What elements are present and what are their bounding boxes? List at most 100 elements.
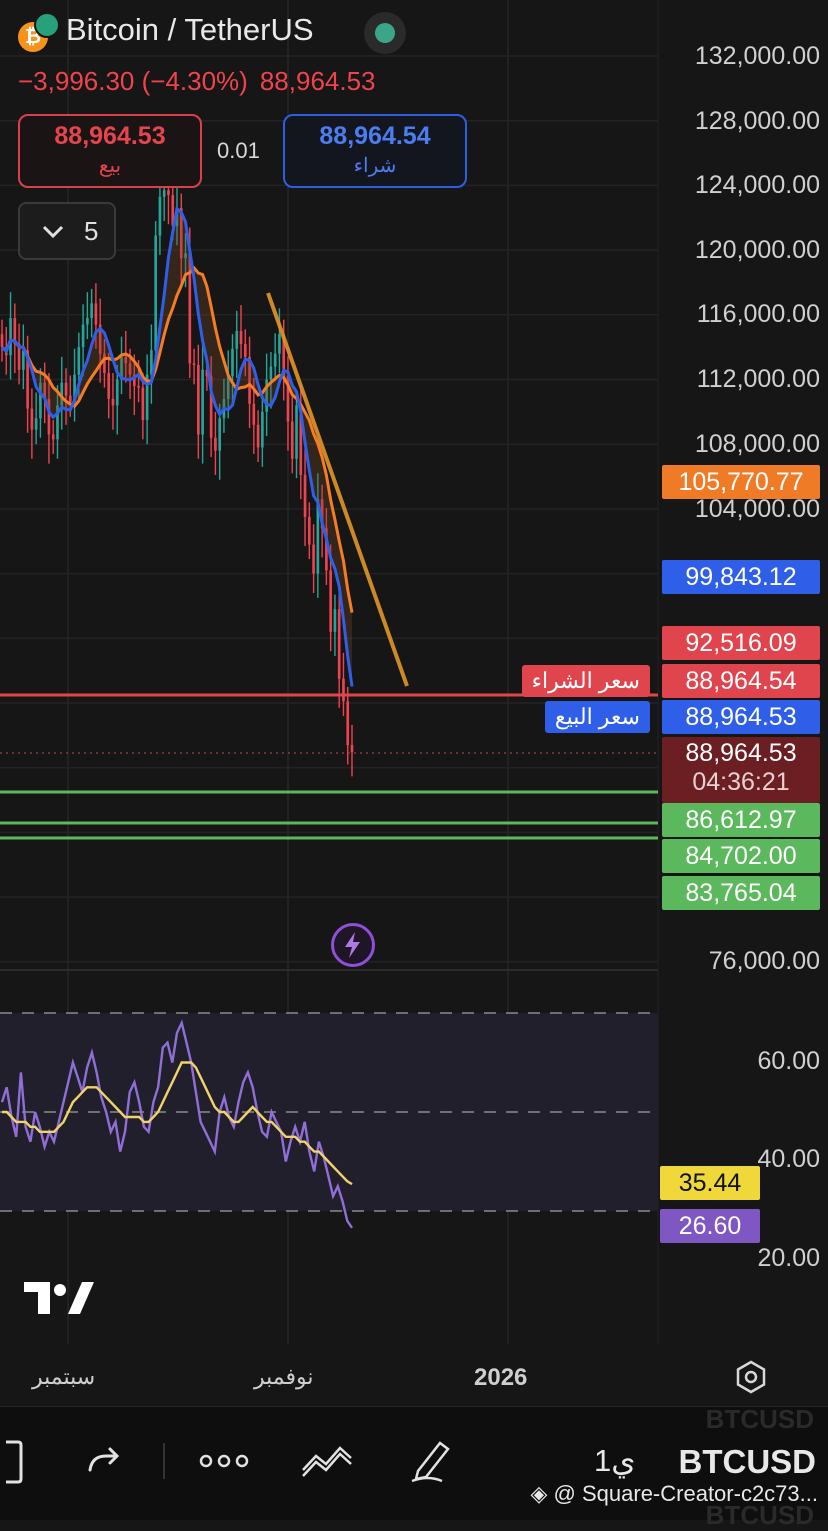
- sell-price: 88,964.53: [54, 122, 166, 150]
- candle-body: [47, 398, 51, 435]
- candle-body: [115, 379, 119, 406]
- timeframe-button[interactable]: 1ي: [594, 1443, 636, 1478]
- candle-body: [248, 356, 251, 404]
- candle-body: [0, 334, 4, 348]
- candle-body: [9, 318, 12, 356]
- lightning-icon[interactable]: [331, 923, 375, 967]
- symbol-button[interactable]: BTCUSD: [678, 1443, 817, 1480]
- candle-body: [43, 382, 47, 399]
- chevron-down-icon: [40, 218, 66, 251]
- candle-body: [282, 334, 286, 377]
- time-axis-label: سبتمبر: [32, 1364, 96, 1389]
- candle-body: [337, 609, 341, 679]
- candle-body: [239, 330, 243, 344]
- buy-line-tag: 88,964.54: [662, 664, 820, 698]
- price-axis-label: 108,000.00: [694, 430, 820, 458]
- indicator-count-toggle[interactable]: 5: [18, 202, 116, 260]
- buy-price-line-label: سعر الشراء: [521, 665, 650, 697]
- candle-body: [17, 343, 21, 370]
- sell-line-tag: 88,964.53: [662, 700, 820, 734]
- ma-long-tag: 105,770.77: [662, 465, 820, 499]
- price-axis-label: 112,000.00: [696, 365, 820, 393]
- high-line-tag: 92,516.09: [662, 626, 820, 660]
- candle-body: [295, 405, 298, 459]
- candle-body: [81, 324, 85, 348]
- candle-body: [30, 408, 34, 430]
- symbol-watermark: BTCUSD: [705, 1404, 814, 1434]
- candle-body: [150, 350, 153, 375]
- symbol-title[interactable]: Bitcoin / TetherUS: [66, 12, 314, 47]
- candle-body: [312, 544, 315, 574]
- candle-body: [218, 418, 222, 451]
- rsi-value-tag: 26.60: [660, 1209, 760, 1243]
- candle-body: [290, 421, 294, 459]
- price-axis-label: 76,000.00: [708, 947, 820, 975]
- candle-body: [132, 374, 136, 386]
- draw-pencil-icon[interactable]: [408, 1437, 456, 1488]
- price-axis-label: 104,000.00: [694, 495, 820, 523]
- ma-long-line: [0, 265, 354, 613]
- sell-button[interactable]: 88,964.53 بيع: [18, 114, 202, 188]
- candle-body: [141, 387, 145, 420]
- candle-body: [252, 403, 256, 425]
- market-open-dot-icon: [364, 12, 406, 54]
- rsi-ma-tag: 35.44: [660, 1166, 760, 1200]
- candle-body: [137, 385, 140, 388]
- candle-body: [86, 318, 89, 325]
- candle-body: [68, 395, 72, 403]
- candle-body: [256, 424, 260, 448]
- bar-countdown: 04:36:21: [692, 768, 790, 796]
- support-tag-1: 86,612.97: [662, 803, 820, 837]
- sell-price-line-label: سعر البيع: [544, 701, 650, 733]
- candle-body: [60, 382, 64, 406]
- time-axis-label: نوفمبر: [254, 1364, 314, 1389]
- buy-price: 88,964.54: [319, 122, 431, 150]
- candle-body: [342, 678, 345, 702]
- rsi-line: [0, 1019, 353, 1229]
- candle-body: [197, 364, 200, 435]
- toolbar-divider: [163, 1443, 165, 1479]
- bottom-toolbar: [0, 1406, 828, 1520]
- rsi-axis-label: 40.00: [757, 1145, 820, 1173]
- change-value: −3,996.30 (−4.30%): [18, 66, 248, 96]
- candle-body: [320, 499, 324, 529]
- price-change: −3,996.30 (−4.30%) 88,964.53: [18, 66, 388, 97]
- settings-hex-icon[interactable]: [733, 1359, 769, 1400]
- expand-icon[interactable]: [0, 1440, 24, 1489]
- candle-body: [299, 405, 303, 475]
- tradingview-logo: [24, 1280, 94, 1321]
- ma-short-line: [0, 205, 354, 687]
- candle-body: [103, 353, 106, 374]
- tether-icon: [34, 12, 60, 38]
- more-icon[interactable]: [199, 1452, 249, 1475]
- candle-body: [303, 474, 307, 517]
- candle-body: [56, 405, 59, 440]
- redo-icon[interactable]: [86, 1446, 122, 1481]
- candle-body: [265, 379, 268, 412]
- candle-body: [269, 366, 273, 380]
- buy-button[interactable]: 88,964.54 شراء: [283, 114, 467, 188]
- price-axis-label: 128,000.00: [694, 107, 820, 135]
- last-price: 88,964.53: [259, 66, 376, 96]
- candle-body: [13, 318, 17, 344]
- candle-body: [158, 196, 162, 236]
- candle-body: [214, 437, 217, 451]
- candle-body: [98, 324, 102, 354]
- candle-body: [107, 373, 111, 399]
- candle-body: [261, 411, 264, 448]
- buy-label: شراء: [353, 155, 397, 177]
- spread-value: 0.01: [217, 138, 260, 163]
- candle-body: [120, 356, 123, 380]
- candle-body: [273, 353, 277, 367]
- candle-body: [34, 418, 38, 430]
- candle-body: [77, 347, 81, 375]
- rsi-ma-line: [2, 1061, 353, 1186]
- rsi-axis-label: 60.00: [757, 1047, 820, 1075]
- price-axis-label: 116,000.00: [696, 300, 820, 328]
- candle-body: [171, 195, 175, 226]
- candle-body: [94, 303, 98, 325]
- indicators-icon[interactable]: [300, 1440, 354, 1485]
- candle-body: [286, 376, 290, 422]
- candle-body: [346, 701, 350, 746]
